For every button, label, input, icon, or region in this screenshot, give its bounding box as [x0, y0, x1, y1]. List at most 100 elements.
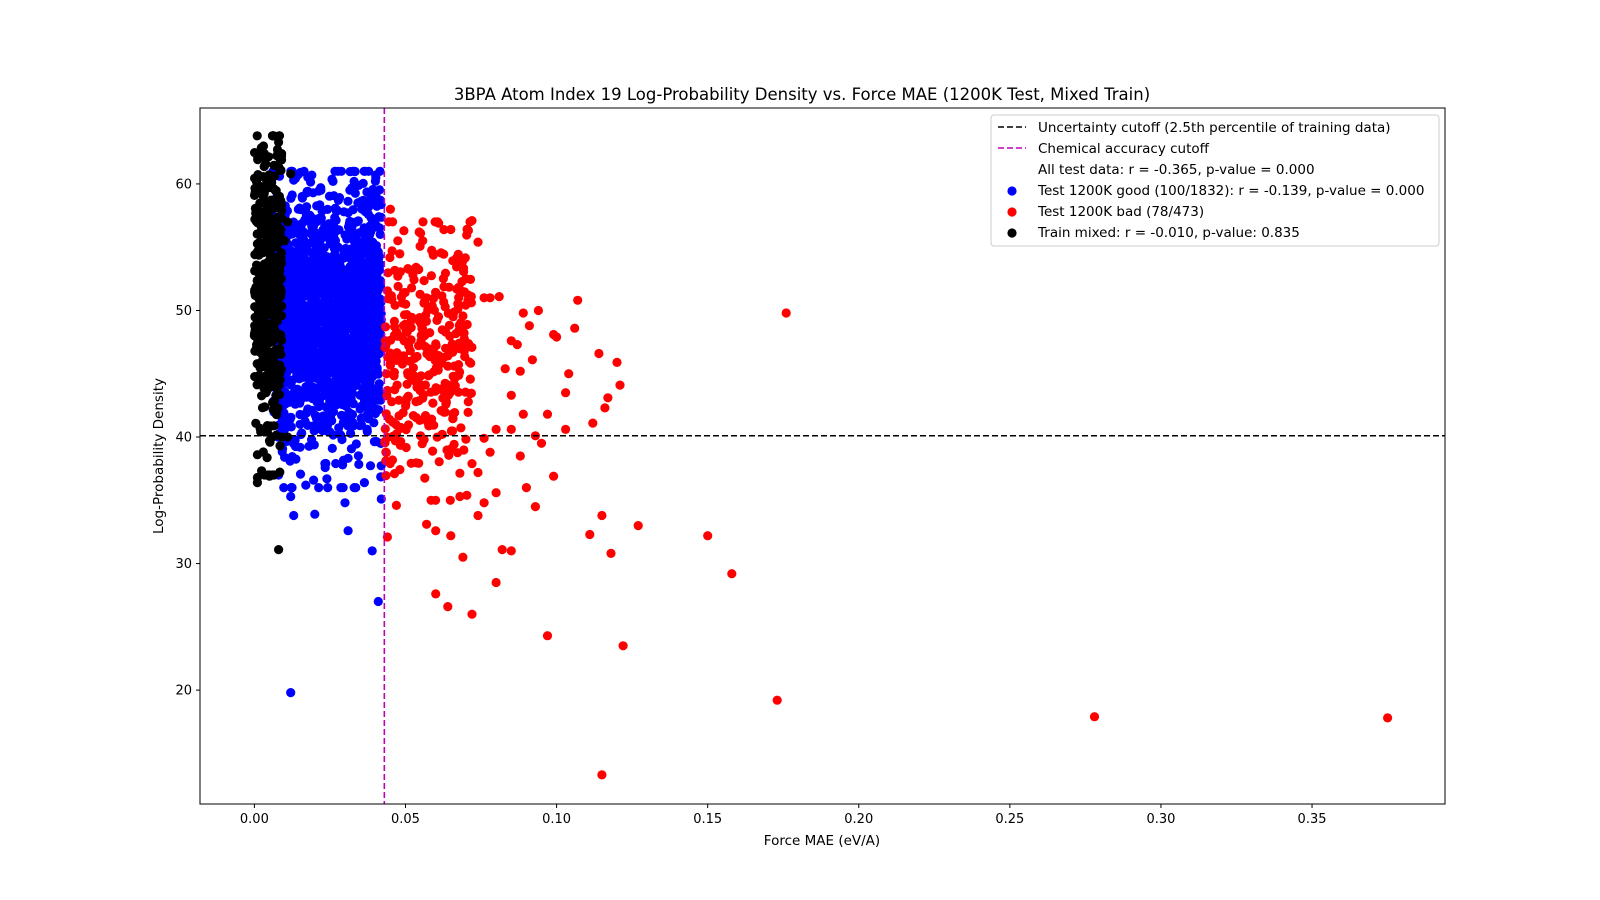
data-point — [588, 418, 598, 428]
legend-item-test-bad: Test 1200K bad (78/473) — [1007, 204, 1204, 220]
data-point — [273, 192, 283, 202]
data-point — [334, 225, 344, 235]
x-tick-label: 0.35 — [1298, 812, 1327, 827]
data-point — [439, 225, 449, 235]
reference-lines — [200, 108, 1445, 804]
data-point — [703, 531, 713, 541]
data-point — [446, 426, 456, 436]
data-point — [406, 458, 416, 468]
data-point — [309, 440, 319, 450]
data-point — [277, 417, 288, 427]
data-point — [277, 155, 287, 165]
data-point — [330, 244, 340, 254]
x-tick-label: 0.10 — [542, 812, 571, 827]
data-point — [385, 252, 395, 263]
data-point — [633, 521, 643, 531]
data-point — [316, 185, 326, 195]
data-point — [293, 250, 303, 260]
data-point — [349, 176, 359, 186]
data-point — [275, 283, 285, 293]
data-point — [365, 385, 375, 396]
data-point — [340, 498, 350, 508]
data-point — [271, 345, 281, 355]
data-point — [318, 369, 328, 379]
data-point — [284, 415, 295, 425]
data-point — [310, 362, 320, 372]
data-point — [449, 361, 459, 371]
data-point — [351, 483, 361, 493]
data-point — [355, 420, 365, 431]
data-point — [373, 278, 383, 288]
data-point — [527, 355, 538, 365]
data-point — [390, 300, 400, 310]
data-point — [447, 339, 457, 349]
data-point — [282, 268, 292, 279]
data-point — [453, 448, 463, 458]
data-point — [393, 271, 403, 281]
data-point — [262, 453, 272, 463]
data-point — [374, 251, 384, 261]
data-point — [606, 548, 616, 559]
data-point — [286, 380, 296, 390]
data-point — [271, 271, 281, 282]
data-point — [366, 187, 376, 198]
data-point — [518, 409, 528, 419]
data-point — [254, 214, 264, 224]
data-point — [536, 438, 547, 448]
data-point — [308, 335, 318, 345]
data-point — [462, 341, 472, 351]
data-point — [561, 388, 571, 398]
data-point — [267, 131, 278, 141]
data-point — [308, 275, 318, 285]
legend-item-uncertainty-cutoff: Uncertainty cutoff (2.5th percentile of … — [998, 120, 1391, 136]
data-point — [603, 393, 613, 403]
data-point — [323, 204, 333, 214]
data-point — [463, 295, 473, 305]
data-point — [375, 229, 385, 239]
data-point — [440, 268, 451, 278]
data-point — [341, 243, 351, 254]
data-point — [287, 190, 297, 200]
data-point — [446, 224, 456, 235]
data-point — [283, 217, 293, 227]
data-point — [314, 483, 324, 493]
legend-label: Test 1200K bad (78/473) — [1037, 204, 1204, 220]
data-point — [461, 274, 471, 284]
data-point — [570, 323, 580, 333]
data-point — [323, 222, 334, 232]
data-point — [612, 357, 622, 367]
data-point — [380, 322, 391, 332]
data-point — [263, 179, 273, 189]
data-point — [459, 287, 469, 297]
data-point — [418, 236, 428, 246]
data-point — [443, 351, 453, 361]
data-point — [276, 200, 286, 210]
data-point — [331, 458, 341, 469]
data-point — [460, 253, 470, 263]
data-point — [446, 531, 456, 541]
data-point — [380, 336, 390, 346]
data-point — [318, 297, 328, 307]
data-point — [272, 252, 283, 262]
data-point — [370, 259, 380, 269]
data-point — [407, 283, 417, 293]
data-point — [295, 203, 305, 213]
data-point — [386, 291, 396, 301]
data-point — [448, 312, 458, 322]
data-point — [454, 293, 464, 303]
plot-frame — [199, 107, 1446, 805]
data-point — [370, 269, 380, 279]
data-point — [437, 429, 447, 439]
data-point — [361, 263, 371, 273]
data-point — [399, 336, 409, 346]
data-point — [462, 490, 472, 500]
data-point — [343, 208, 353, 218]
data-point — [549, 471, 559, 481]
data-point — [431, 339, 441, 349]
chart-title: 3BPA Atom Index 19 Log-Probability Densi… — [454, 85, 1150, 104]
x-axis-ticks: 0.00 0.05 0.10 0.15 0.20 0.25 0.30 0.35 — [240, 804, 1327, 827]
data-point — [325, 427, 335, 437]
data-point — [272, 316, 282, 326]
data-point — [300, 416, 310, 426]
data-point — [260, 153, 271, 163]
